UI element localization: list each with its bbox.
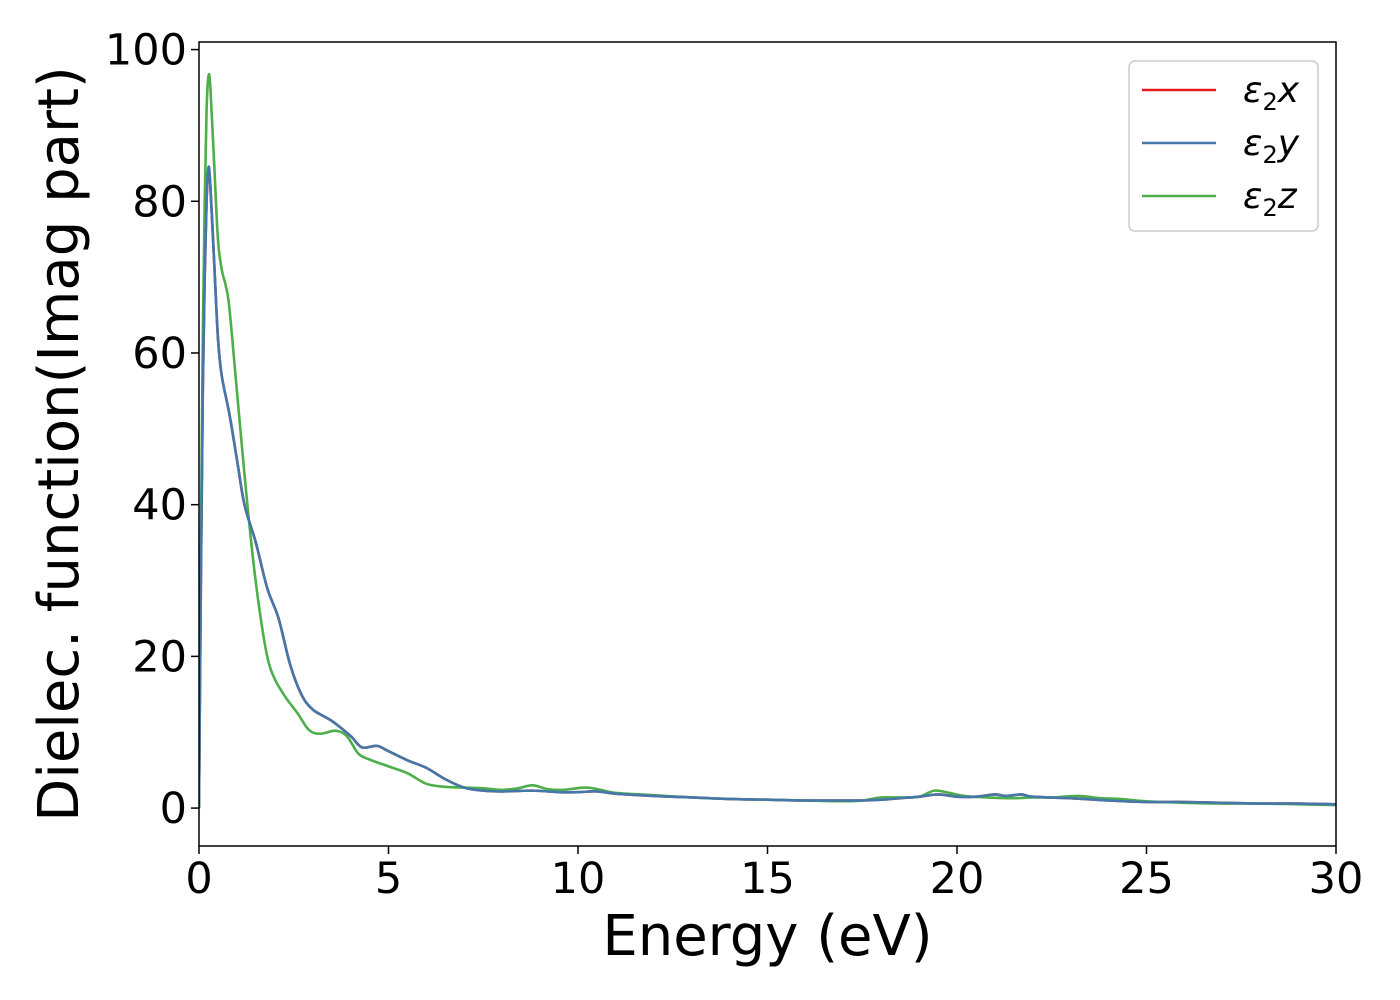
legend-label-y: ε2y (1243, 123, 1300, 169)
legend-box (1128, 60, 1319, 232)
x-tick-label: 5 (375, 854, 402, 904)
x-tick-label: 10 (551, 854, 606, 904)
y-tick-label: 80 (132, 177, 187, 227)
y-tick-label: 20 (132, 632, 187, 682)
plot-lines (199, 72, 1336, 809)
x-axis: 0 5 10 15 20 25 30 (185, 846, 1363, 904)
x-tick-label: 25 (1119, 854, 1174, 904)
x-tick-label: 0 (185, 854, 212, 904)
legend-label-x: ε2x (1243, 70, 1300, 116)
y-axis-title: Dielec. function(Imag part) (27, 66, 92, 822)
x-tick-label: 30 (1309, 854, 1364, 904)
x-axis-title: Energy (eV) (602, 904, 932, 969)
x-tick-label: 20 (930, 854, 985, 904)
y-tick-label: 40 (132, 481, 187, 531)
series-line-z (199, 72, 1336, 809)
series-line-x (199, 168, 1336, 809)
y-axis: 0 20 40 60 80 100 (105, 26, 199, 834)
legend: ε2x ε2y ε2z (1128, 60, 1319, 232)
y-tick-label: 100 (105, 26, 187, 76)
x-tick-label: 15 (740, 854, 795, 904)
y-tick-label: 60 (132, 329, 187, 379)
y-tick-label: 0 (160, 784, 187, 834)
series-line-y (199, 165, 1336, 809)
legend-label-z: ε2z (1243, 176, 1298, 222)
